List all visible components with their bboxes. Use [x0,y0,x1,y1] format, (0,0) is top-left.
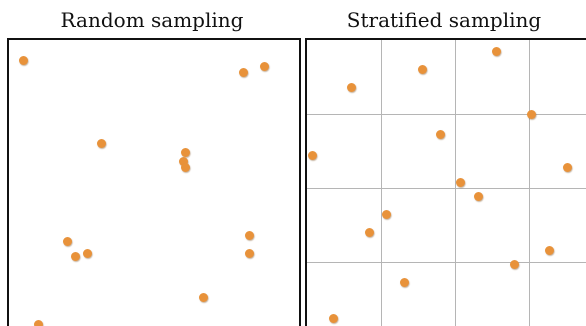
random-sample-point [71,251,81,261]
random-sampling-title: Random sampling [60,8,244,32]
stratum-gridline-vertical [455,40,456,326]
stratum-gridline-horizontal [307,114,586,115]
stratified-sample-point [545,245,555,255]
stratified-sample-point [364,227,374,237]
random-sample-point [181,147,191,157]
stratified-sample-point [491,47,501,57]
stratum-gridline-vertical [529,40,530,326]
stratum-gridline-vertical [381,40,382,326]
random-sample-point [245,248,255,258]
stratified-sample-point [562,162,572,172]
stratified-sample-point [346,82,356,92]
stratified-sample-point [474,192,484,202]
stratified-sample-point [329,313,339,323]
stratified-sample-point [456,177,466,187]
random-sample-point [178,156,188,166]
stratified-sample-point [382,210,392,220]
stratified-sampling-panel [305,38,586,326]
stratum-gridline-horizontal [307,188,586,189]
stratified-sampling-title: Stratified sampling [346,8,542,32]
stratified-sample-point [509,260,519,270]
stratified-sample-point [417,65,427,75]
random-sample-point [19,56,28,66]
random-sample-point [239,68,249,78]
stratified-sample-point [435,130,445,140]
stratified-sample-point [400,278,410,288]
random-sample-point [33,319,43,326]
random-sample-point [97,139,107,149]
random-sample-point [259,62,269,72]
stratified-sample-point [308,150,318,160]
random-sample-point [245,230,255,240]
random-sampling-panel [7,38,301,326]
random-sample-point [62,236,72,246]
stratum-gridline-horizontal [307,262,586,263]
random-sample-point [181,162,191,172]
random-sample-point [198,293,208,303]
random-sample-point [82,248,92,258]
stratified-sample-point [527,109,537,119]
